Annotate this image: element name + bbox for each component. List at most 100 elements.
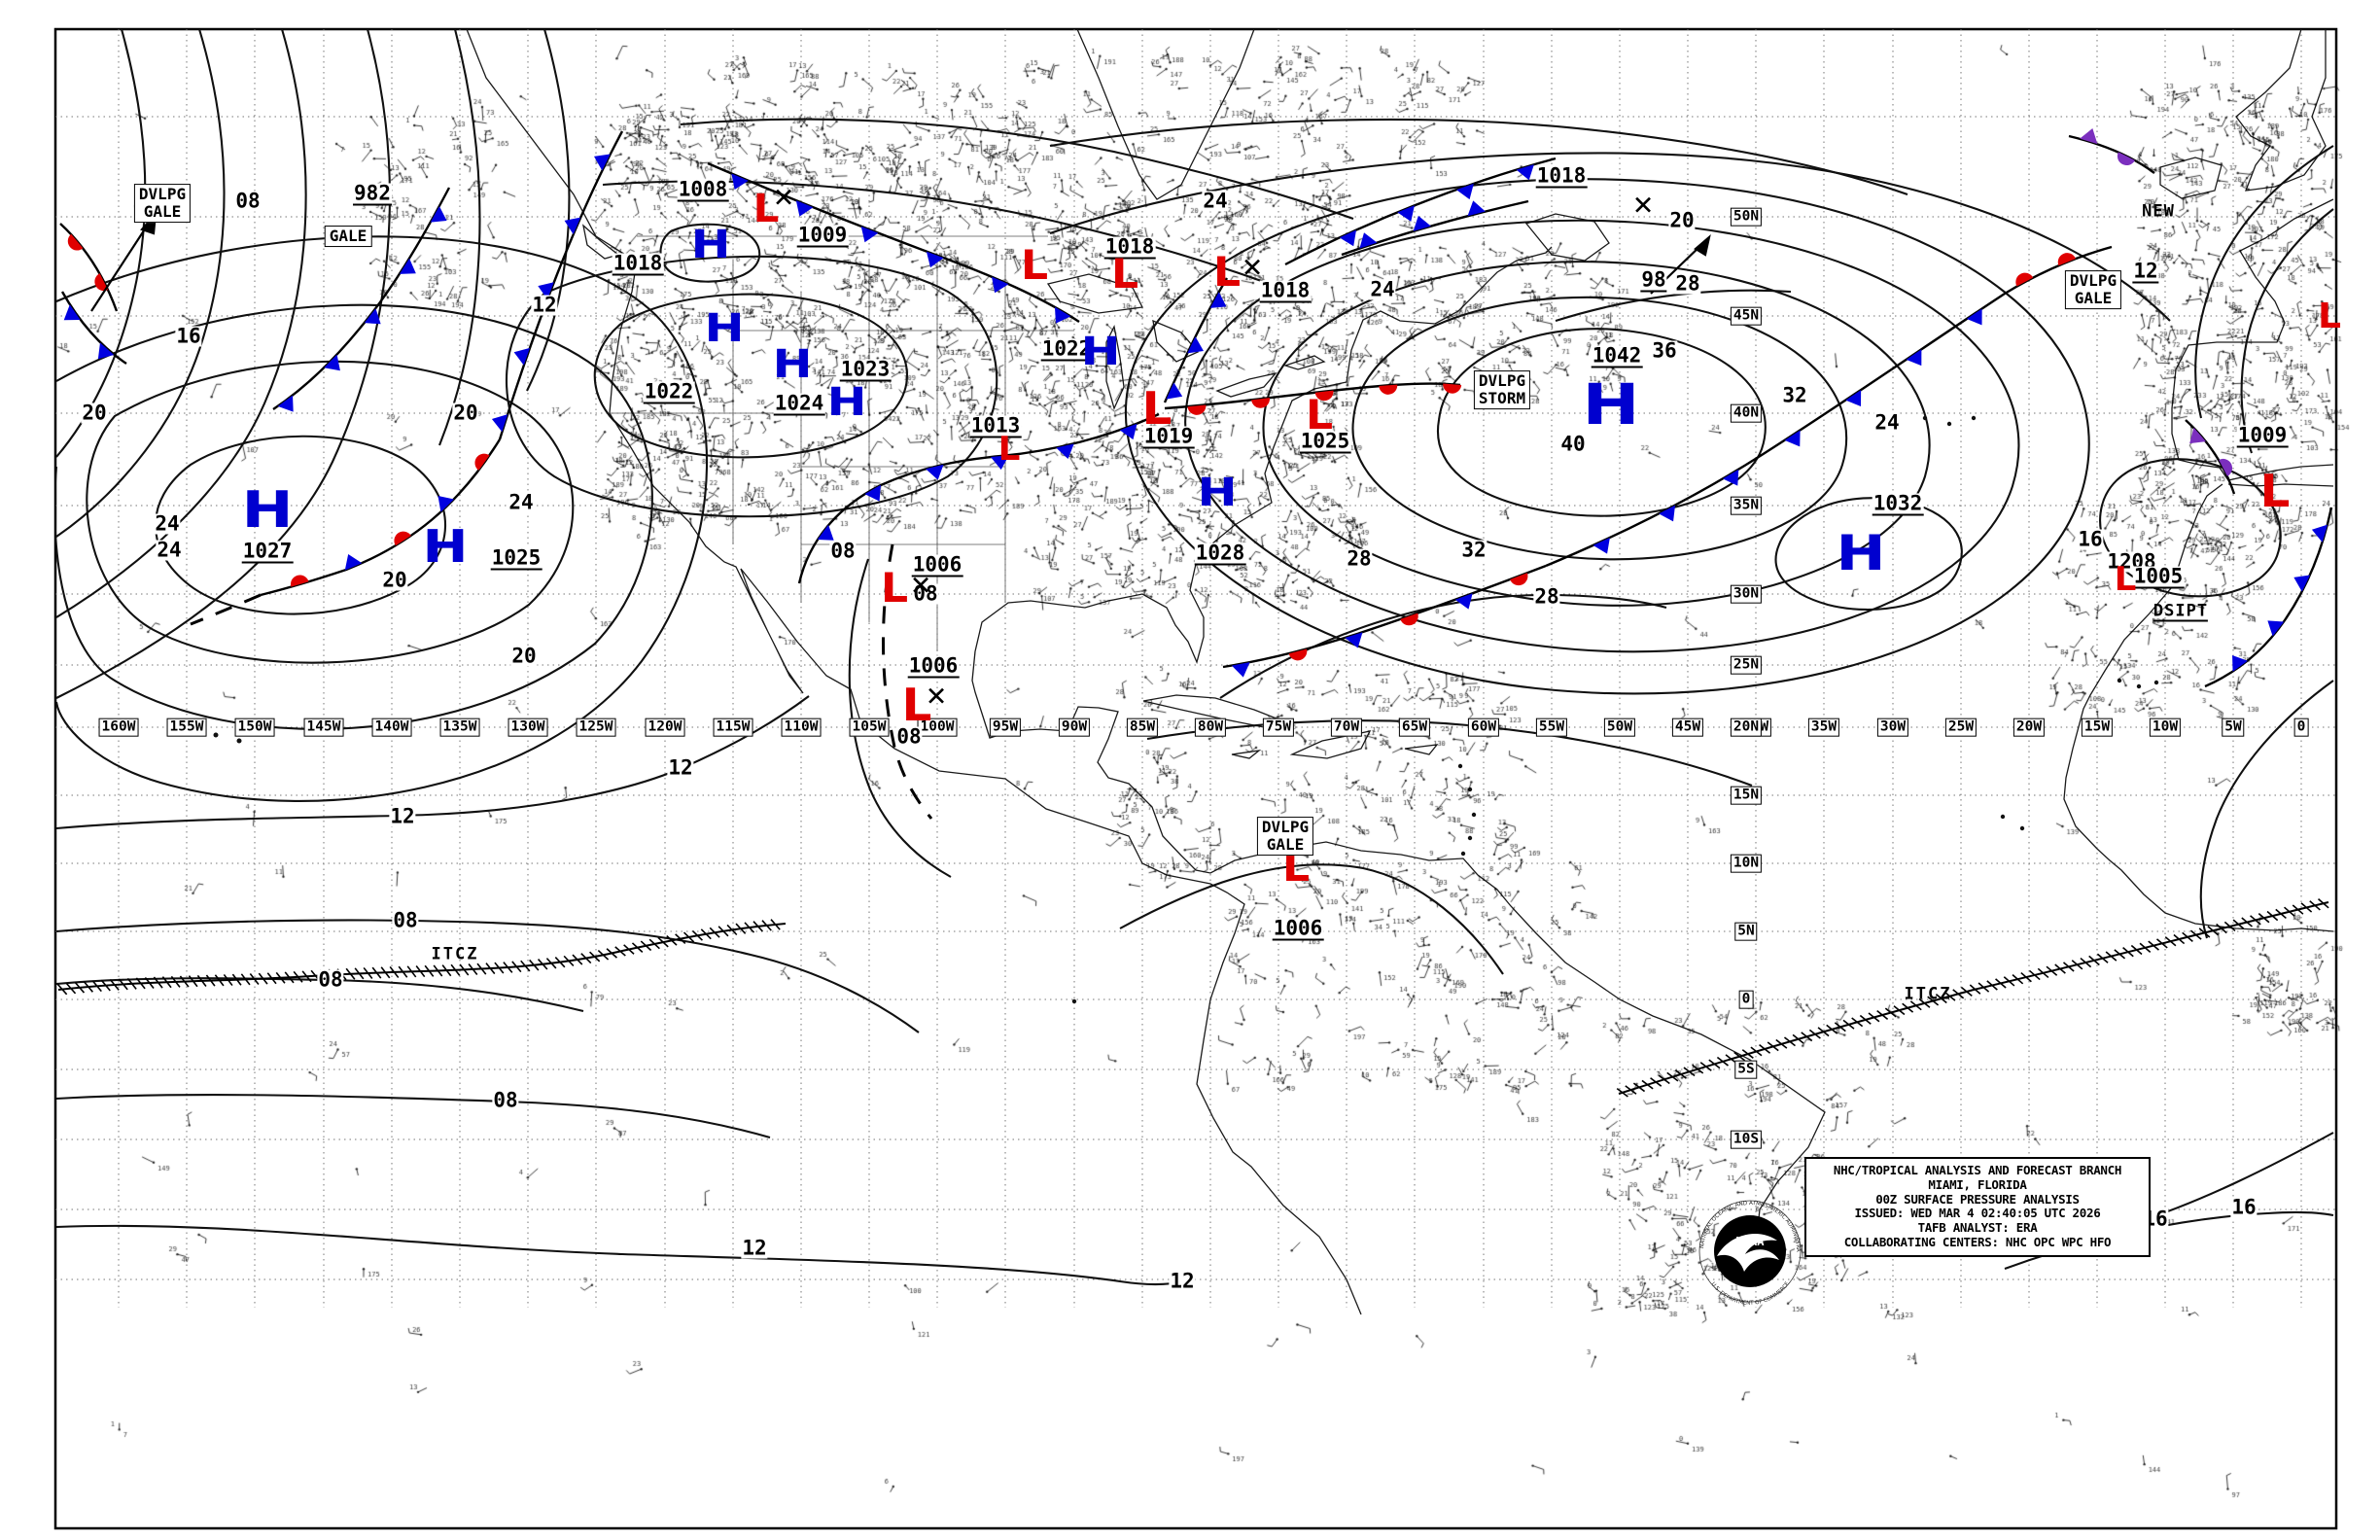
- isobar: [86, 360, 575, 664]
- isobar: [2194, 145, 2334, 419]
- itcz-label: ITCZ: [431, 944, 479, 964]
- lon-label: 55W: [1535, 718, 1568, 737]
- lat-label: 50N: [1730, 207, 1763, 227]
- isobar: [593, 293, 909, 459]
- frontolysis-x-mark: ✕: [1241, 253, 1264, 284]
- pressure-value-label: 1028: [1194, 541, 1246, 566]
- pressure-center-L: L: [1020, 241, 1049, 289]
- info-line: ISSUED: WED MAR 4 02:40:05 UTC 2026: [1854, 1206, 2101, 1221]
- isobar: [1049, 118, 1908, 195]
- isobar-value-label: 16: [2230, 1195, 2258, 1219]
- pressure-center-L: L: [880, 564, 909, 612]
- isobar-value-label: 08: [392, 908, 419, 932]
- lon-label: 110W: [781, 718, 822, 737]
- stationary-front: [1222, 564, 1547, 669]
- pressure-center-L: L: [2317, 297, 2342, 336]
- lat-label: 25N: [1730, 655, 1763, 675]
- pressure-value-label: 1018: [1535, 163, 1588, 189]
- isobar-value-label: 12: [1169, 1269, 1196, 1293]
- isobar-value-label: 20: [381, 568, 408, 592]
- isobar: [1049, 152, 2171, 322]
- isobar-value-label: 08: [895, 724, 923, 749]
- lon-label: 100W: [917, 718, 958, 737]
- isobar-value-label: 28: [1346, 546, 1373, 571]
- lon-label: 5W: [2222, 718, 2245, 737]
- warm-front: [2004, 245, 2113, 296]
- frontolysis-x-mark: ✕: [925, 682, 948, 713]
- pressure-center-L: L: [1141, 382, 1172, 435]
- pressure-value-label: 1018: [1103, 234, 1156, 260]
- lat-label: 5N: [1734, 922, 1758, 941]
- lon-label: 85W: [1126, 718, 1159, 737]
- stationary-front: [260, 438, 502, 597]
- isobar: [55, 1224, 1185, 1286]
- pressure-center-L: L: [752, 187, 780, 231]
- pressure-center-L: L: [901, 679, 932, 731]
- lon-label: 155W: [166, 718, 207, 737]
- lon-label: 30W: [1876, 718, 1909, 737]
- fronts-layer: [56, 128, 2333, 1098]
- pressure-center-H: H: [772, 342, 813, 387]
- lon-label: 60W: [1467, 718, 1500, 737]
- lon-label: 70W: [1330, 718, 1363, 737]
- isobar: [1219, 593, 1667, 699]
- cold-front: [1284, 157, 1557, 266]
- cold-front: [797, 412, 1160, 584]
- warm-front: [59, 223, 119, 312]
- isobar-value-label: 20: [1668, 208, 1696, 232]
- isobar-value-label: 24: [154, 511, 181, 536]
- isobar-value-label: 36: [1651, 338, 1678, 363]
- isobar-value-label: 08: [317, 967, 344, 992]
- pressure-value-label: 1022: [643, 379, 695, 404]
- pressure-value-label: 1005: [2132, 564, 2185, 589]
- annotation-box: DVLPG GALE: [133, 184, 192, 223]
- pressure-value-label: 1006: [911, 552, 963, 578]
- info-line: MIAMI, FLORIDA: [1928, 1176, 2027, 1192]
- lat-label: 20N: [1730, 718, 1763, 737]
- annotation-label: NEW: [2142, 201, 2175, 222]
- pressure-value-label: 1006: [907, 653, 960, 679]
- isobar-value-label: 24: [508, 490, 535, 514]
- lon-label: 45W: [1671, 718, 1704, 737]
- lon-label: 150W: [234, 718, 275, 737]
- occluded-front: [2068, 134, 2155, 174]
- cold-front: [498, 130, 624, 440]
- lon-label: 75W: [1262, 718, 1295, 737]
- annotation-box: DVLPG GALE: [1256, 817, 1314, 856]
- pressure-center-H: H: [1197, 471, 1238, 515]
- isobar-value-label: 32: [1781, 383, 1808, 407]
- lon-label: 20W: [2012, 718, 2046, 737]
- isobar: [55, 695, 810, 830]
- isobar-value-label: 12: [2106, 549, 2133, 574]
- itcz-front: [1618, 901, 2329, 1095]
- isobar-value-label: 08: [912, 581, 939, 606]
- pressure-value-label: 1027: [241, 539, 294, 564]
- isobar: [1436, 328, 1767, 517]
- isobar-value-label: 20: [81, 401, 108, 425]
- lat-label: 45N: [1730, 306, 1763, 326]
- isobar-value-label: 08: [234, 189, 262, 213]
- isobar-value-label: 16: [175, 324, 202, 348]
- pressure-center-H: H: [241, 481, 294, 540]
- isobars-layer: [55, 29, 2334, 1286]
- lon-label: 160W: [98, 718, 139, 737]
- isobar: [1555, 289, 1792, 323]
- pressure-value-label: 1023: [839, 357, 892, 382]
- lat-label: 10N: [1730, 854, 1763, 873]
- svg-text:NATIONAL OCEANIC AND ATMOSPHER: NATIONAL OCEANIC AND ATMOSPHERIC ADMINIS…: [0, 0, 1801, 1252]
- isobar-value-label: 24: [1369, 277, 1396, 301]
- isobar-value-label: 40: [1559, 432, 1587, 456]
- lon-label: 95W: [989, 718, 1022, 737]
- isobar: [1184, 219, 2020, 653]
- isobar: [2240, 208, 2334, 454]
- issuance-info-box: NHC/TROPICAL ANALYSIS AND FORECAST BRANC…: [1804, 1157, 2151, 1257]
- cold-front: [2204, 507, 2333, 688]
- pressure-value-label: 1024: [773, 391, 825, 416]
- lon-label: 105W: [849, 718, 890, 737]
- isobar: [55, 29, 391, 699]
- lon-label: 120W: [645, 718, 685, 737]
- info-line: TAFB ANALYST: ERA: [1917, 1220, 2038, 1235]
- trough-line: [881, 543, 933, 820]
- lat-label: 10S: [1730, 1130, 1763, 1149]
- lon-label: 130W: [508, 718, 548, 737]
